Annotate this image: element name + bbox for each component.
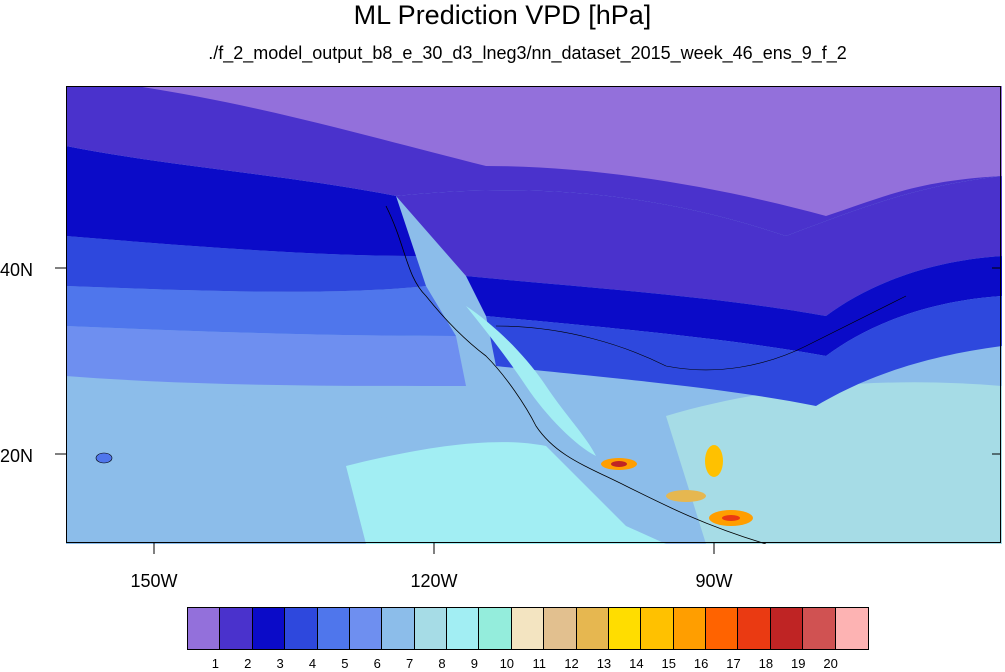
- colorbar-label: 17: [726, 656, 741, 671]
- colorbar-box: [608, 608, 642, 649]
- vpd-field-2b: [466, 256, 1002, 356]
- vpd-field-5-mid: [66, 326, 466, 386]
- colorbar-labels: 1 2 3 4 5 6 7 8 9 10 11 12 13 14 15 16 17 18 19 20: [187, 656, 867, 672]
- colorbar-box: [576, 608, 609, 649]
- colorbar-box: [673, 608, 706, 649]
- colorbar-label: 14: [629, 656, 644, 671]
- colorbar-box: [285, 608, 318, 649]
- state-borders: [495, 295, 907, 371]
- colorbar-box: [220, 608, 253, 649]
- hawaii-island: [95, 452, 113, 464]
- colorbar-label: 18: [758, 656, 774, 671]
- vpd-hotspot-core-mexico: [611, 461, 627, 467]
- vpd-field-1c: [396, 176, 1002, 316]
- colorbar-box: [835, 608, 868, 649]
- colorbar-label: 11: [532, 656, 546, 671]
- colorbar-box: [641, 608, 674, 649]
- vpd-field-4-mid: [66, 286, 456, 336]
- lat-label-40n: 40N: [0, 260, 34, 280]
- colorbar-box: [544, 608, 577, 649]
- vpd-field-3c: [486, 296, 1002, 406]
- colorbar-label: 16: [693, 656, 709, 671]
- vpd-hotspot-yucatan: [666, 490, 706, 502]
- colorbar-box: [738, 608, 771, 649]
- colorbar-box: [382, 608, 415, 649]
- colorbar-label: 5: [341, 656, 349, 671]
- vpd-field-9-mexico: [466, 306, 596, 456]
- colorbar-label: 10: [499, 656, 515, 671]
- colorbar-label: 3: [276, 656, 284, 671]
- colorbar-box: [252, 608, 286, 649]
- vpd-field-2: [66, 146, 416, 256]
- colorbar-label: 9: [470, 656, 479, 671]
- colorbar-label: 2: [244, 656, 252, 671]
- vpd-map: [66, 86, 1002, 544]
- colorbar-box: [511, 608, 545, 649]
- colorbar-box: [349, 608, 383, 649]
- lon-label-90w: 90W: [695, 571, 733, 591]
- colorbar: [187, 607, 869, 650]
- map-title: ML Prediction VPD [hPa]: [353, 0, 652, 30]
- vpd-contour-plot: [66, 86, 1002, 544]
- colorbar-box: [414, 608, 447, 649]
- colorbar-label: 12: [564, 656, 579, 671]
- colorbar-label: 6: [373, 656, 381, 671]
- colorbar-label: 19: [791, 656, 806, 671]
- colorbar-box: [317, 608, 350, 649]
- vpd-field-7-gulf: [666, 382, 1002, 544]
- vpd-hotspot-cuba: [705, 445, 723, 477]
- lon-label-120w: 120W: [410, 571, 458, 591]
- coastline: [385, 205, 767, 544]
- colorbar-box: [770, 608, 804, 649]
- colorbar-label: 15: [661, 656, 676, 671]
- vpd-field-3b: [66, 236, 426, 292]
- map-subtitle: ./f_2_model_output_b8_e_30_d3_lneg3/nn_d…: [208, 43, 847, 63]
- colorbar-label: 4: [308, 656, 317, 671]
- colorbar-box: [706, 608, 739, 649]
- colorbar-label: 8: [438, 656, 446, 671]
- colorbar-label: 7: [406, 656, 414, 671]
- lat-label-20n: 20N: [0, 446, 34, 466]
- vpd-hotspot-core-central-america: [722, 515, 740, 521]
- colorbar-box: [447, 608, 480, 649]
- lon-label-150w: 150W: [130, 571, 178, 591]
- colorbar-label: 1: [211, 656, 219, 671]
- colorbar-box: [479, 608, 512, 649]
- vpd-field-0: [136, 86, 1002, 216]
- colorbar-label: 13: [596, 656, 612, 671]
- colorbar-box: [803, 608, 836, 649]
- colorbar-label: 20: [823, 656, 838, 671]
- vpd-field-9-south: [346, 442, 666, 544]
- colorbar-box: [188, 608, 221, 649]
